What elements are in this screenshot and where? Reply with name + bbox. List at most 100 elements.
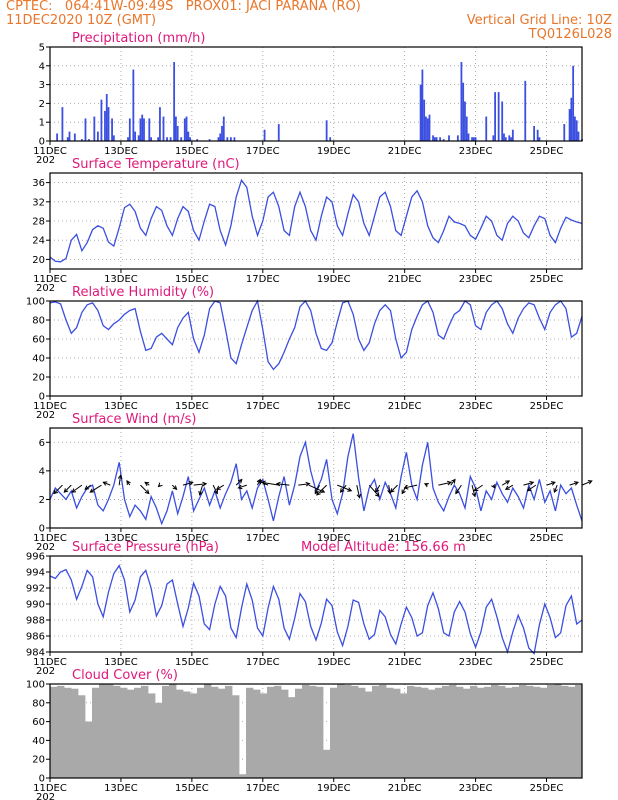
surface-temperature-ytick-label: 20: [32, 255, 45, 266]
wind-arrow-head: [553, 488, 558, 494]
surface-wind-ytick-label: 0: [39, 524, 45, 535]
header-model-code: TQ0126L028: [528, 27, 612, 42]
cloud-cover-bar: [155, 702, 163, 778]
relative-humidity-title: Relative Humidity (%): [72, 285, 214, 300]
precip-bar: [100, 99, 103, 141]
precip-bar: [497, 92, 500, 141]
wind-arrow-head: [237, 484, 243, 490]
surface-temperature-xtick-label: 15DEC: [175, 274, 209, 285]
cloud-cover-bar: [323, 749, 331, 778]
relative-humidity-xtick-label: 15DEC: [175, 401, 209, 412]
cloud-cover-xtick-label: 23DEC: [459, 783, 493, 794]
cloud-cover-bar: [393, 688, 401, 778]
wind-arrow: [212, 484, 218, 494]
wind-arrow-head: [316, 490, 321, 496]
cloud-cover-ytick-label: 80: [32, 698, 45, 709]
precip-bar: [157, 137, 160, 141]
precip-bar: [61, 107, 64, 141]
wind-arrow: [235, 479, 243, 486]
wind-arrow: [118, 475, 122, 486]
wind-arrow: [308, 484, 325, 493]
cloud-cover-bar: [456, 686, 464, 778]
precip-bar: [189, 137, 191, 141]
surface-wind-xtick-label: 19DEC: [317, 533, 351, 544]
precip-bar: [325, 120, 328, 141]
wind-arrow-head: [202, 481, 208, 487]
header-station-line: CPTEC: 064:41W-09:49S PROX01: JACI PARAN…: [6, 0, 361, 14]
relative-humidity-line: [49, 299, 583, 371]
precip-bar: [421, 69, 424, 141]
cloud-cover-bar: [512, 686, 520, 778]
precip-bar: [173, 62, 176, 141]
precip-bar: [442, 139, 445, 141]
wind-arrow-head: [504, 485, 510, 490]
cloud-cover-xtick-label: 19DEC: [317, 783, 351, 794]
precip-bar: [169, 137, 172, 141]
wind-arrow-head: [126, 480, 131, 485]
wind-arrow-head: [144, 481, 150, 487]
relative-humidity-xtick-label: 25DEC: [530, 401, 564, 412]
wind-arrow: [501, 480, 510, 486]
precip-bar: [183, 118, 186, 141]
relative-humidity-xtick-label: 11DEC: [33, 401, 67, 412]
wind-arrow-head: [237, 478, 243, 484]
precipitation-ytick-label: 2: [39, 99, 45, 110]
precip-bar: [568, 109, 571, 141]
cloud-cover-bar: [337, 684, 345, 778]
relative-humidity-ytick-label: 20: [32, 373, 45, 384]
wind-arrow: [238, 484, 247, 489]
relative-humidity-ytick-label: 100: [26, 297, 45, 308]
wind-arrow-head: [455, 489, 460, 495]
wind-arrow-head: [587, 480, 593, 485]
precip-bar: [474, 137, 477, 141]
wind-arrow-head: [102, 481, 108, 486]
cloud-cover-bar: [414, 686, 422, 778]
cloud-cover-bar: [477, 687, 485, 778]
precip-bar: [162, 116, 165, 141]
cloud-cover-bar: [162, 685, 170, 778]
precipitation-year-label: 202: [36, 155, 55, 166]
cloud-cover-bar: [554, 684, 562, 778]
precipitation-xtick-label: 19DEC: [317, 146, 351, 157]
cloud-cover-bar: [267, 686, 275, 778]
surface-wind-year-label: 202: [36, 542, 55, 553]
surface-temperature-year-label: 202: [36, 283, 55, 294]
precip-bar: [432, 135, 434, 141]
precip-bar: [96, 131, 99, 141]
precip-bar: [494, 92, 497, 141]
precip-bar: [439, 137, 442, 141]
surface-wind-xtick-label: 11DEC: [33, 533, 67, 544]
precip-bar: [419, 84, 422, 141]
precip-bar: [180, 137, 183, 141]
precip-bar: [143, 118, 145, 141]
surface-pressure-xtick-label: 21DEC: [388, 657, 422, 668]
wind-arrow: [553, 484, 558, 493]
precip-bar: [219, 133, 222, 141]
surface-pressure-title: Surface Pressure (hPa): [72, 540, 219, 555]
surface-pressure-xtick-label: 17DEC: [246, 657, 280, 668]
surface-wind-line: [49, 433, 583, 526]
precip-bar: [81, 139, 83, 141]
wind-arrow-head: [491, 483, 496, 489]
cloud-cover-bar: [484, 686, 492, 778]
cloud-cover-xtick-label: 21DEC: [388, 783, 422, 794]
precip-bar: [485, 116, 488, 141]
cloud-cover-bar: [148, 693, 156, 778]
surface-pressure-ytick-label: 992: [26, 584, 45, 595]
cloud-cover-xtick-label: 25DEC: [530, 783, 564, 794]
precip-bar: [462, 82, 465, 141]
surface-wind-title: Surface Wind (m/s): [72, 412, 196, 427]
surface-wind-ytick-label: 4: [39, 466, 45, 477]
precip-bar: [88, 139, 90, 141]
wind-arrow: [569, 481, 579, 486]
cloud-cover-bar: [190, 693, 198, 778]
wind-arrow-head: [71, 488, 77, 493]
cloud-cover-bar: [442, 685, 450, 778]
wind-arrow-head: [157, 482, 163, 488]
wind-arrow-head: [172, 485, 178, 491]
precip-bar: [574, 116, 576, 141]
relative-humidity-frame: [49, 300, 583, 397]
surface-temperature-xtick-label: 13DEC: [104, 274, 138, 285]
precip-bar: [501, 101, 504, 141]
wind-arrow-head: [320, 488, 326, 493]
